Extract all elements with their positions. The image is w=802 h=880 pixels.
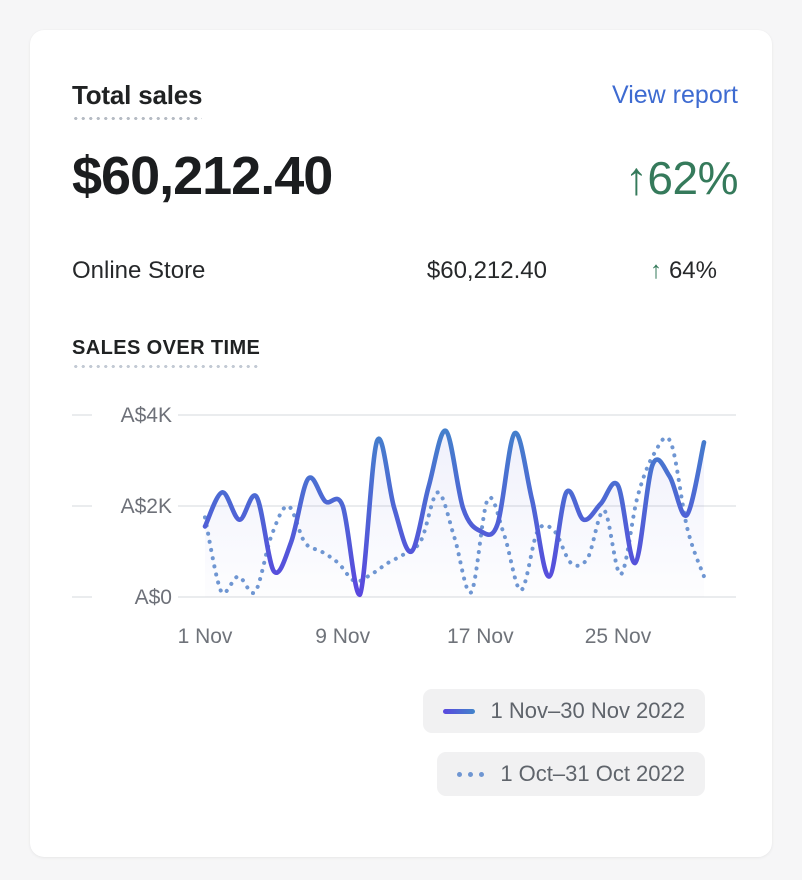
total-change: ↑62% (624, 151, 739, 205)
up-arrow-icon: ↑ (649, 257, 662, 284)
x-axis-label: 17 Nov (447, 625, 514, 648)
y-axis-label: A$2K (121, 495, 172, 518)
view-report-link[interactable]: View report (612, 81, 738, 109)
channel-value: $60,212.40 (426, 257, 547, 284)
legend-swatch-dotted-line (457, 771, 485, 777)
chart-legend: 1 Nov–30 Nov 2022 1 Oct–31 Oct 2022 (72, 689, 738, 796)
channel-change: ↑ 64% (547, 257, 738, 285)
legend-item-october: 1 Oct–31 Oct 2022 (437, 752, 705, 796)
november-line (202, 428, 707, 598)
legend-item-november: 1 Nov–30 Nov 2022 (422, 689, 705, 733)
card-header: Total sales View report (72, 80, 738, 121)
y-axis-label-bg (92, 583, 178, 611)
card-title[interactable]: Total sales (72, 80, 202, 121)
x-axis-label: 9 Nov (315, 625, 370, 648)
legend-label: 1 Oct–31 Oct 2022 (500, 761, 685, 786)
y-axis-label-bg (92, 492, 178, 520)
x-axis-label: 25 Nov (585, 625, 652, 648)
legend-label: 1 Nov–30 Nov 2022 (490, 698, 685, 723)
y-axis-label: A$0 (135, 586, 172, 609)
breakdown-row: Online Store $60,212.40 ↑ 64% (72, 257, 738, 285)
x-axis-label: 1 Nov (178, 625, 233, 648)
channel-change-value: 64% (668, 257, 717, 284)
total-change-value: 62% (647, 152, 738, 204)
total-value: $60,212.40 (72, 146, 333, 206)
section-header: SALES OVER TIME (72, 337, 738, 369)
up-arrow-icon: ↑ (624, 152, 648, 204)
section-title[interactable]: SALES OVER TIME (72, 337, 261, 369)
y-axis-label: A$4K (121, 404, 172, 427)
sales-over-time-chart: A$4K A$2K A$0 1 Nov 9 Nov 17 Nov 25 Nov (72, 401, 736, 648)
total-sales-card: Total sales View report $60,212.40 ↑62% … (30, 30, 772, 857)
total-value-row: $60,212.40 ↑62% (72, 145, 738, 207)
y-axis-label-bg (92, 401, 178, 429)
legend-swatch-solid-line (442, 708, 475, 714)
channel-label: Online Store (72, 257, 206, 284)
